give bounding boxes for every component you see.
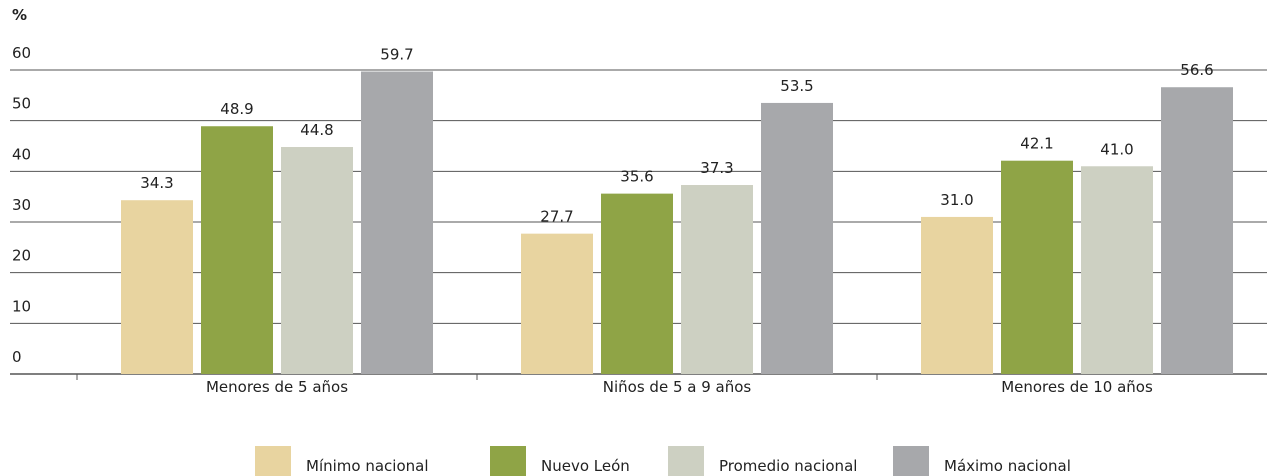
bar	[1001, 160, 1073, 374]
bar	[201, 126, 273, 375]
data-label: 42.1	[1020, 135, 1053, 153]
y-tick-label: 40	[12, 145, 31, 163]
legend-swatch	[255, 446, 291, 476]
bar	[521, 233, 593, 374]
y-tick-label: 20	[12, 247, 31, 265]
legend-label: Promedio nacional	[719, 457, 857, 475]
bar	[281, 147, 353, 374]
bar	[1161, 87, 1233, 374]
data-label: 53.5	[780, 77, 813, 95]
x-tick-label: Niños de 5 a 9 años	[603, 378, 752, 396]
data-label: 34.3	[140, 174, 173, 192]
x-tick-label: Menores de 5 años	[206, 378, 348, 396]
y-axis-label: %	[12, 6, 27, 24]
data-label: 44.8	[300, 121, 333, 139]
bar	[361, 71, 433, 375]
data-label: 48.9	[220, 100, 253, 118]
bar	[121, 200, 193, 374]
legend-swatch	[893, 446, 929, 476]
data-label: 35.6	[620, 168, 653, 186]
bar	[601, 193, 673, 374]
bar	[1081, 166, 1153, 374]
y-tick-label: 50	[12, 95, 31, 113]
legend-label: Nuevo León	[541, 457, 630, 475]
data-label: 37.3	[700, 159, 733, 177]
y-tick-label: 60	[12, 44, 31, 62]
y-tick-label: 0	[12, 348, 22, 366]
y-tick-label: 10	[12, 297, 31, 315]
data-label: 59.7	[380, 46, 413, 64]
x-tick-label: Menores de 10 años	[1001, 378, 1153, 396]
y-tick-label: 30	[12, 196, 31, 214]
data-label: 41.0	[1100, 140, 1133, 158]
legend-swatch	[668, 446, 704, 476]
legend-swatch	[490, 446, 526, 476]
data-label: 56.6	[1180, 61, 1213, 79]
bar	[761, 102, 833, 374]
data-label: 31.0	[940, 191, 973, 209]
legend-label: Máximo nacional	[944, 457, 1071, 475]
bar	[921, 216, 993, 374]
legend-label: Mínimo nacional	[306, 457, 429, 475]
bar	[681, 185, 753, 374]
data-label: 27.7	[540, 208, 573, 226]
